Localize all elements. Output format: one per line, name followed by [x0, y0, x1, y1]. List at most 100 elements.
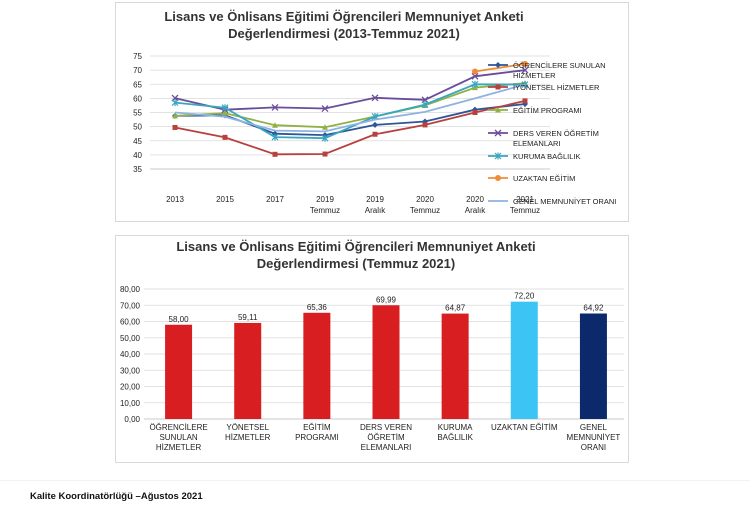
bar-value-label: 72,20: [514, 292, 535, 301]
y-tick-label: 0,00: [124, 415, 140, 424]
x-tick-label: ELEMANLARI: [361, 443, 412, 452]
data-point: [172, 124, 178, 130]
legend-marker: [495, 62, 501, 68]
bar-chart-title-line: Lisans ve Önlisans Eğitimi Öğrencileri M…: [176, 239, 535, 254]
bar-chart-title-line: Değerlendirmesi (Temmuz 2021): [257, 256, 455, 271]
x-tick-label: HİZMETLER: [156, 443, 202, 452]
y-tick-label: 75: [133, 52, 142, 61]
data-point: [222, 134, 228, 140]
series-path: [174, 69, 526, 111]
bar: [510, 301, 538, 419]
data-point: [471, 72, 479, 80]
bar-value-label: 64,87: [445, 304, 466, 313]
x-tick-label: DERS VEREN: [360, 423, 412, 432]
footer-divider: [0, 480, 750, 481]
data-point: [372, 131, 378, 137]
legend-marker: [495, 84, 501, 90]
x-tick-label: YÖNETSEL: [226, 423, 269, 432]
line-chart-title-line: Değerlendirmesi (2013-Temmuz 2021): [228, 26, 460, 41]
x-tick-label: UZAKTAN EĞİTİM: [491, 423, 558, 432]
y-tick-label: 50,00: [120, 334, 141, 343]
line-chart: Lisans ve Önlisans Eğitimi Öğrencileri M…: [133, 9, 616, 215]
x-tick-label: SUNULAN: [159, 433, 197, 442]
legend-label: ELEMANLARI: [513, 139, 561, 148]
y-tick-label: 50: [133, 123, 142, 132]
data-point: [271, 133, 279, 141]
x-tick-label: ORANI: [581, 443, 606, 452]
series-line: [472, 60, 528, 75]
y-tick-label: 10,00: [120, 399, 141, 408]
x-tick-label: KURUMA: [438, 423, 473, 432]
series-line: [174, 83, 526, 133]
x-tick-label: 2020: [466, 195, 484, 204]
data-point: [471, 80, 479, 88]
data-point: [371, 94, 379, 102]
bar: [579, 313, 607, 419]
legend-marker: [494, 129, 502, 137]
legend-entry: GENEL MEMNUNİYET ORANI: [488, 197, 616, 206]
series-line: [172, 98, 528, 157]
bar-value-label: 64,92: [583, 304, 604, 313]
x-tick-label: Temmuz: [310, 206, 340, 215]
x-tick-label: HİZMETLER: [225, 433, 271, 442]
x-tick-label: 2019: [316, 195, 334, 204]
data-point: [321, 134, 329, 142]
series-path: [174, 83, 526, 140]
legend-label: İYÖNETSEL HİZMETLER: [513, 83, 600, 92]
y-tick-label: 60: [133, 94, 142, 103]
x-tick-label: 2015: [216, 195, 234, 204]
legend-entry: UZAKTAN EĞİTİM: [488, 174, 575, 183]
x-tick-label: PROGRAMI: [295, 433, 339, 442]
legend-label: GENEL MEMNUNİYET ORANI: [513, 197, 616, 206]
series-path: [474, 63, 526, 73]
data-point: [522, 60, 528, 67]
y-tick-label: 30,00: [120, 366, 141, 375]
bar: [165, 324, 193, 419]
series-path: [174, 82, 526, 129]
y-tick-label: 45: [133, 137, 142, 146]
series-path: [174, 83, 526, 133]
y-tick-label: 80,00: [120, 285, 141, 294]
x-tick-label: Aralık: [365, 206, 386, 215]
bar-value-label: 58,00: [169, 315, 190, 324]
legend-marker: [494, 152, 502, 160]
bar-chart-panel: Lisans ve Önlisans Eğitimi Öğrencileri M…: [115, 235, 629, 463]
x-tick-label: MEMNUNİYET: [567, 433, 621, 442]
x-tick-label: ÖĞRENCİLERE: [149, 423, 207, 432]
data-point: [422, 122, 428, 128]
data-point: [322, 124, 328, 130]
x-tick-label: Temmuz: [510, 206, 540, 215]
legend-label: DERS VEREN ÖĞRETİM: [513, 129, 599, 138]
legend-label: ÖĞRENCİLERE SUNULAN: [513, 61, 606, 70]
legend-label: HİZMETLER: [513, 71, 556, 80]
data-point: [222, 110, 228, 116]
x-tick-label: ÖĞRETİM: [367, 433, 405, 442]
bar: [303, 312, 331, 419]
x-tick-label: GENEL: [580, 423, 608, 432]
bar: [234, 322, 262, 419]
x-tick-label: 2013: [166, 195, 184, 204]
data-point: [321, 105, 329, 113]
x-tick-label: EĞİTİM: [303, 423, 331, 432]
legend-label: KURUMA BAĞLILIK: [513, 152, 581, 161]
y-tick-label: 60,00: [120, 318, 141, 327]
data-point: [472, 110, 478, 115]
data-point: [272, 151, 278, 157]
data-point: [521, 66, 529, 74]
legend-label: EĞİTİM PROGRAMI: [513, 106, 582, 115]
line-chart-title-line: Lisans ve Önlisans Eğitimi Öğrencileri M…: [164, 9, 523, 24]
y-tick-label: 55: [133, 109, 142, 118]
legend-entry: EĞİTİM PROGRAMI: [488, 106, 582, 115]
y-tick-label: 20,00: [120, 383, 141, 392]
x-tick-label: 2021: [516, 195, 534, 204]
data-point: [372, 121, 378, 128]
y-tick-label: 40,00: [120, 350, 141, 359]
data-point: [421, 101, 429, 109]
legend-label: UZAKTAN EĞİTİM: [513, 174, 575, 183]
legend-marker: [495, 175, 501, 181]
x-tick-label: BAĞLILIK: [437, 433, 473, 442]
legend-entry: KURUMA BAĞLILIK: [488, 152, 581, 161]
data-point: [272, 122, 278, 128]
